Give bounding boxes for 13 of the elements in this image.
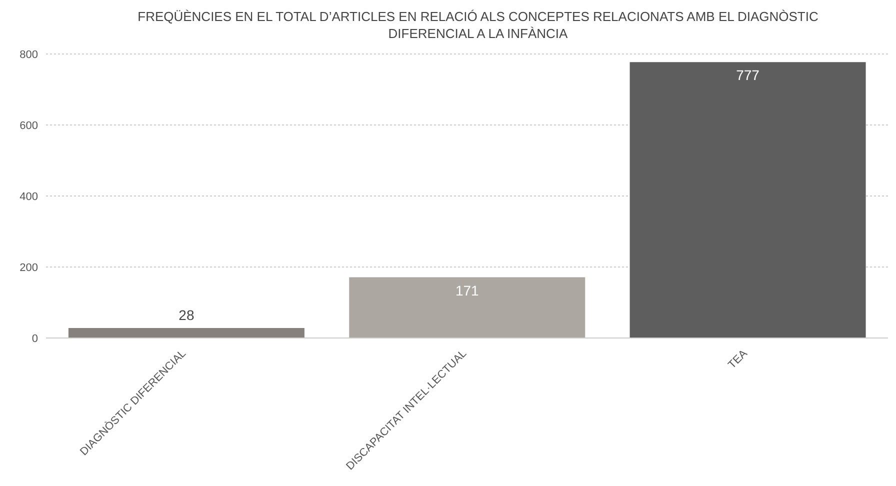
y-tick-label: 0	[32, 332, 38, 345]
data-label: 171	[455, 282, 480, 298]
bar	[68, 328, 304, 338]
data-label: 28	[178, 307, 194, 324]
x-tick-label: TEA	[726, 347, 750, 372]
y-tick-label: 600	[20, 120, 38, 132]
bar	[630, 62, 866, 338]
data-label: 777	[736, 67, 760, 84]
bar	[349, 277, 586, 338]
y-tick-label: 400	[20, 190, 38, 203]
chart-title: FREQÜÈNCIES EN EL TOTAL D’ARTICLES EN RELACIÓ ALS CONCEPTES RELACIONATS AMB EL DIAGNÒSTIC DIFERENCIAL A LA INFÀNCIA	[136, 8, 820, 42]
y-tick-label: 200	[20, 262, 38, 274]
y-tick-label: 800	[20, 48, 38, 61]
